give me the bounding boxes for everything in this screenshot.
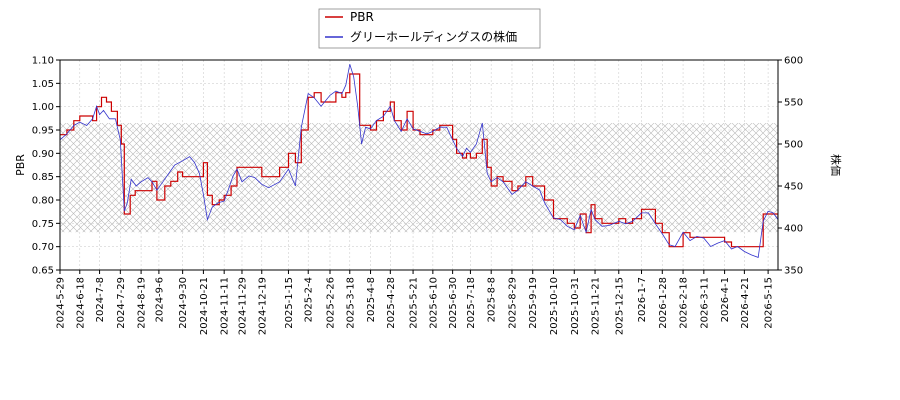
legend-label-pbr: PBR [350,10,374,24]
y-left-tick-label: 0.75 [32,219,54,230]
x-tick-label: 2025-2-4 [304,277,315,322]
y-left-tick-label: 0.70 [32,242,54,253]
x-tick-label: 2026-5-15 [764,277,775,329]
y-left-tick-label: 0.65 [32,266,54,277]
x-tick-label: 2026-1-28 [658,277,669,329]
y-right-tick-label: 400 [784,224,803,235]
x-tick-label: 2025-11-21 [591,277,602,335]
legend: PBR グリーホールディングスの株価 [318,8,541,49]
y-left-axis: 0.65 0.70 0.75 0.80 0.85 0.90 0.95 1.00 1.05 1.10 [32,56,60,277]
legend-box [318,8,541,49]
hatch-band [60,123,778,233]
legend-label-stock: グリーホールディングスの株価 [350,29,517,44]
x-tick-label: 2025-8-29 [507,277,518,329]
x-tick-label: 2024-11-29 [237,277,248,335]
x-tick-label: 2024-8-19 [137,277,148,329]
x-tick-label: 2024-12-19 [257,277,268,335]
y-right-tick-label: 500 [784,140,803,151]
y-right-tick-label: 600 [784,56,803,67]
x-tick-label: 2024-5-29 [56,277,67,329]
y-left-axis-title: PBR [14,154,27,176]
x-tick-label: 2025-4-8 [366,277,377,322]
x-tick-label: 2025-1-15 [284,277,295,329]
x-tick-label: 2024-11-11 [220,277,231,335]
y-right-tick-label: 550 [784,98,803,109]
y-left-tick-label: 0.90 [32,149,54,160]
y-left-tick-label: 0.85 [32,172,54,183]
plot-frame [59,59,779,271]
x-tick-label: 2025-12-15 [614,277,625,335]
y-right-tick-label: 450 [784,182,803,193]
x-tick-label: 2025-10-10 [549,277,560,335]
y-left-tick-label: 1.10 [32,56,54,67]
x-tick-label: 2024-9-30 [178,277,189,329]
x-tick-label: 2025-10-31 [570,277,581,335]
x-tick-label: 2024-7-29 [116,277,127,329]
y-left-tick-label: 1.00 [32,102,54,113]
x-tick-label: 2025-6-30 [448,277,459,329]
x-tick-label: 2025-7-18 [466,277,477,329]
x-tick-label: 2025-2-26 [325,277,336,329]
x-tick-label: 2025-9-19 [528,277,539,329]
y-left-tick-label: 0.95 [32,126,54,137]
x-tick-label: 2025-4-28 [386,277,397,329]
x-tick-label: 2026-2-18 [679,277,690,329]
x-tick-label: 2026-1-7 [637,277,648,322]
x-tick-label: 2025-6-10 [428,277,439,329]
x-tick-label: 2025-8-8 [487,277,498,322]
x-axis: 2024-5-29 2024-6-18 2024-7-8 2024-7-29 2024-… [56,270,775,335]
y-right-axis-title: 株価 [829,154,843,176]
y-left-tick-label: 1.05 [32,79,54,90]
x-tick-label: 2024-10-21 [199,277,210,335]
x-tick-label: 2024-9-6 [154,277,165,322]
x-tick-label: 2026-4-21 [740,277,751,329]
y-left-tick-label: 0.80 [32,196,54,207]
series-layer [60,64,778,258]
x-tick-label: 2024-7-8 [95,277,106,322]
x-tick-label: 2026-3-11 [699,277,710,329]
y-right-axis: 350 400 450 500 550 600 [778,56,803,277]
x-tick-label: 2025-5-21 [409,277,420,329]
x-tick-label: 2024-6-18 [75,277,86,329]
y-right-tick-label: 350 [784,266,803,277]
x-tick-label: 2025-3-18 [345,277,356,329]
series-line-stock-price [60,64,778,258]
x-tick-label: 2026-4-1 [720,277,731,322]
